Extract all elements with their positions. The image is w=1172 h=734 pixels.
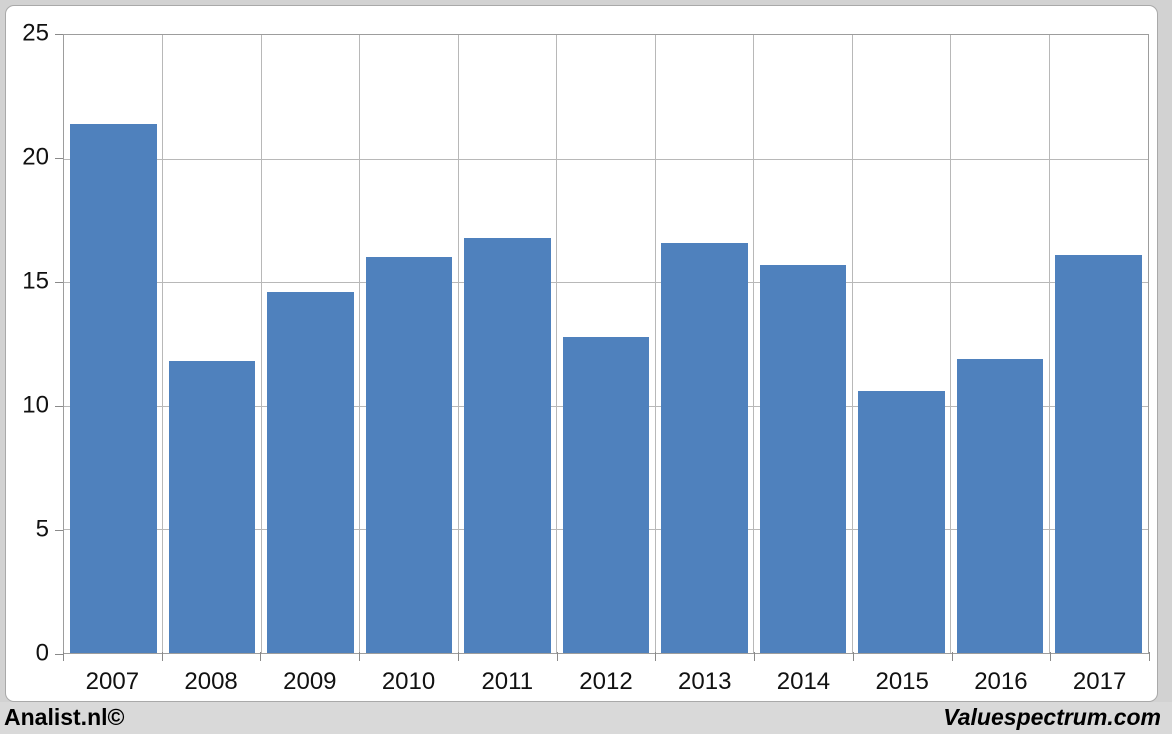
gridline-vertical (162, 35, 164, 653)
x-tick-mark (754, 652, 756, 661)
bar-2007 (70, 124, 157, 653)
x-tick-mark (260, 652, 262, 661)
gridline-vertical (457, 35, 459, 653)
x-tick-label: 2014 (776, 668, 831, 695)
bar-2015 (858, 390, 945, 653)
x-tick-label: 2011 (481, 668, 534, 695)
x-tick-label: 2013 (678, 668, 732, 695)
y-tick-mark (55, 34, 63, 35)
y-axis: 0 5 10 15 20 25 (6, 19, 63, 666)
x-tick-label: 2015 (875, 668, 929, 695)
x-tick-mark (1050, 652, 1052, 661)
bar-2013 (661, 242, 748, 653)
y-tick-label: 15 (22, 267, 49, 295)
x-tick-label: 2007 (85, 668, 140, 695)
gridline-vertical (1048, 35, 1050, 653)
y-tick-label: 10 (22, 391, 49, 419)
valuespectrum-brand-label: Valuespectrum.com (943, 704, 1161, 730)
x-tick-label: 2008 (184, 668, 238, 695)
x-tick-label: 2012 (579, 668, 633, 695)
bar-2011 (464, 237, 551, 653)
y-tick-mark (55, 530, 63, 531)
x-tick-mark (1149, 652, 1150, 661)
x-tick-mark (951, 652, 953, 661)
y-tick-mark (55, 406, 63, 407)
x-tick-label: 2016 (974, 668, 1028, 695)
y-tick-label: 20 (22, 143, 49, 171)
bar-2009 (267, 292, 354, 653)
x-tick-mark (161, 652, 163, 661)
x-tick-label: 2010 (381, 668, 436, 695)
bar-2014 (759, 264, 847, 653)
gridline-vertical (556, 35, 558, 653)
x-tick-label: 2017 (1072, 668, 1127, 695)
bar-2016 (956, 358, 1044, 653)
y-tick-label: 0 (35, 639, 49, 667)
x-tick-mark (359, 652, 361, 661)
gridline-vertical (654, 35, 656, 653)
gridline-vertical (950, 35, 952, 653)
bar-2010 (365, 257, 453, 653)
x-axis: 2007 2008 2009 2010 2011 2012 2013 2014 2015 2016… (63, 652, 1150, 701)
gridline-vertical (851, 35, 853, 653)
y-tick-label: 25 (22, 19, 49, 47)
x-tick-mark (852, 652, 854, 661)
gridline-vertical (753, 35, 755, 653)
y-tick-mark (55, 158, 63, 159)
analist-brand-label: Analist.nl© (4, 704, 125, 730)
y-tick-mark (55, 654, 63, 655)
plot-area (63, 34, 1149, 654)
chart-card: 0 5 10 15 20 25 2007 2008 2009 2010 2011 2012 2013 2… (5, 5, 1158, 702)
x-tick-mark (457, 652, 459, 661)
bar-2012 (562, 336, 650, 653)
x-tick-mark (556, 652, 558, 661)
gridline-horizontal (64, 282, 1148, 284)
gridline-vertical (359, 35, 361, 653)
x-tick-mark (655, 652, 657, 661)
gridline-horizontal (64, 158, 1148, 160)
y-tick-mark (55, 282, 63, 283)
gridline-vertical (260, 35, 262, 653)
x-tick-label: 2009 (283, 668, 337, 695)
x-tick-mark (63, 652, 64, 661)
bar-2008 (168, 361, 256, 653)
bar-2017 (1055, 255, 1142, 653)
footer-bar: Analist.nl© Valuespectrum.com (0, 702, 1172, 734)
y-tick-label: 5 (35, 515, 49, 543)
